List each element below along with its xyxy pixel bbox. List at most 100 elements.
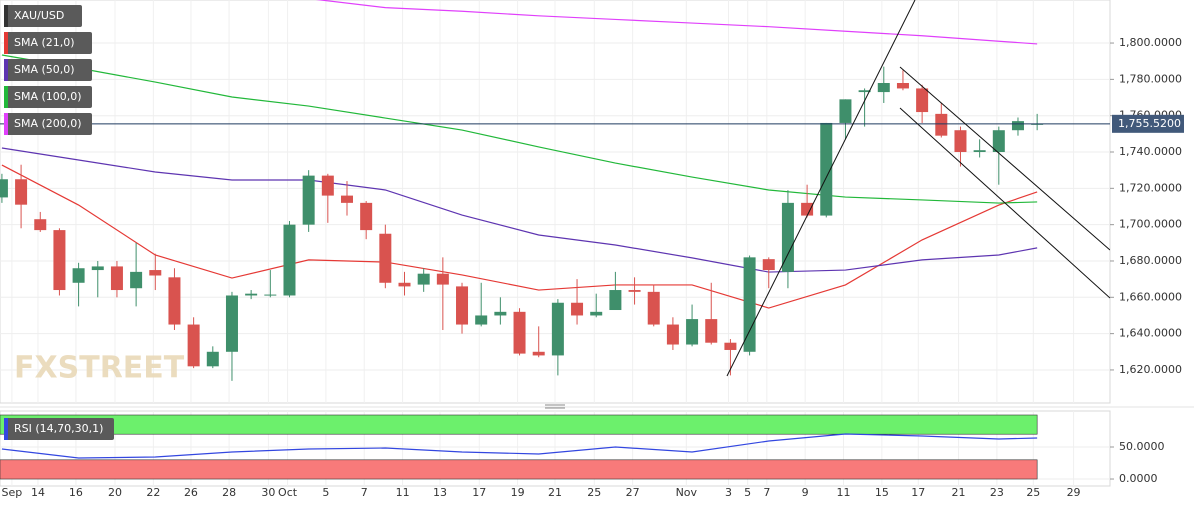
x-tick-label: 5	[322, 486, 329, 499]
candle-body	[513, 311, 526, 354]
candle-body	[686, 319, 699, 345]
candle-body	[551, 302, 564, 356]
x-tick-label: Nov	[676, 486, 698, 499]
rsi-marks	[0, 414, 1038, 480]
x-tick-label: 30	[261, 486, 275, 499]
trend-lines	[726, 0, 1110, 377]
x-tick-label: Oct	[278, 486, 298, 499]
candle-body	[360, 202, 373, 231]
candle-body	[149, 270, 162, 276]
channel-upper	[899, 66, 1110, 251]
candle-body	[225, 295, 238, 352]
candle-body	[436, 273, 449, 285]
x-tick-label: 15	[875, 486, 889, 499]
candle-body	[15, 179, 28, 205]
candle-body	[475, 315, 488, 325]
x-tick-label: 28	[222, 486, 236, 499]
candle-body	[187, 324, 200, 367]
y-tick-label: 1,640.0000	[1119, 327, 1182, 340]
candle-body	[724, 342, 737, 350]
sma-line	[1, 54, 1038, 204]
candle-body	[896, 82, 909, 89]
legend-swatch	[4, 5, 8, 27]
x-tick-label: 25	[587, 486, 601, 499]
candle-body	[130, 271, 143, 289]
x-tick-label: 27	[626, 486, 640, 499]
candle-body	[532, 351, 545, 356]
candle-body	[302, 175, 315, 225]
candle-body	[666, 324, 679, 345]
y-tick-label: 1,800.0000	[1119, 36, 1182, 49]
channel-lower	[899, 107, 1110, 299]
candle-body	[1011, 121, 1024, 131]
x-tick-label: 22	[146, 486, 160, 499]
legend-label: SMA (21,0)	[14, 36, 75, 49]
candle-body	[781, 202, 794, 272]
legend: XAU/USD SMA (21,0) SMA (50,0) SMA (100,0) SM…	[4, 5, 114, 440]
last-price-box	[1112, 114, 1184, 133]
candle-body	[110, 266, 123, 291]
candle-body	[801, 202, 814, 216]
candle-body	[877, 82, 890, 93]
legend-box	[4, 113, 92, 135]
candle-body	[72, 268, 85, 283]
x-tick-label: 29	[1067, 486, 1081, 499]
legend-label: SMA (200,0)	[14, 117, 82, 130]
rsi-oversold-zone	[0, 459, 1038, 480]
candle-body	[321, 175, 334, 196]
candle-body	[820, 122, 833, 216]
x-tick-label: 17	[472, 486, 486, 499]
candle-body	[762, 259, 775, 271]
candle-body	[954, 130, 967, 153]
rsi-legend-box	[4, 418, 114, 440]
x-tick-label: 7	[763, 486, 770, 499]
candle-body	[973, 150, 986, 153]
candle-body	[91, 266, 104, 271]
legend-label: XAU/USD	[14, 9, 64, 22]
x-tick-label: 26	[184, 486, 198, 499]
candle-body	[0, 179, 8, 198]
x-tick-label: 9	[802, 486, 809, 499]
x-tick-label: 13	[433, 486, 447, 499]
rsi-legend-label: RSI (14,70,30,1)	[14, 422, 103, 435]
watermark: FXSTREET	[14, 351, 185, 386]
x-tick-label: Sep	[2, 486, 23, 499]
rsi-y-tick-label: 0.0000	[1119, 472, 1158, 485]
candle-body	[839, 99, 852, 123]
candle-body	[705, 319, 718, 343]
rsi-y-tick-label: 50.0000	[1119, 440, 1165, 453]
x-tick-label: 14	[31, 486, 45, 499]
x-tick-label: 19	[511, 486, 525, 499]
x-tick-label: 5	[744, 486, 751, 499]
rsi-overbought-zone	[0, 414, 1038, 435]
x-tick-label: 17	[911, 486, 925, 499]
last-price-label: 1,755.5200	[1118, 117, 1181, 130]
candle-body	[379, 233, 392, 283]
x-tick-label: 16	[69, 486, 83, 499]
y-tick-label: 1,680.0000	[1119, 254, 1182, 267]
legend-box	[4, 59, 92, 81]
candle-body	[206, 351, 219, 367]
x-tick-label: 3	[725, 486, 732, 499]
sma-line	[1, 147, 1038, 273]
legend-label: SMA (50,0)	[14, 63, 75, 76]
legend-label: SMA (100,0)	[14, 90, 82, 103]
x-tick-label: 21	[952, 486, 966, 499]
candle-body	[168, 277, 181, 325]
y-tick-label: 1,700.0000	[1119, 218, 1182, 231]
candle-body	[628, 290, 641, 292]
trend-line	[726, 0, 916, 377]
candle-body	[494, 311, 507, 316]
candle-body	[743, 257, 756, 352]
candle-body	[264, 294, 277, 296]
divider-handle[interactable]	[545, 404, 565, 409]
legend-box	[4, 5, 82, 27]
x-tick-label: 20	[108, 486, 122, 499]
legend-swatch	[4, 113, 8, 135]
candle-body	[245, 293, 258, 296]
candle-body	[340, 195, 353, 203]
candle-body	[283, 224, 296, 296]
candle-body	[34, 219, 47, 231]
sma-line	[315, 0, 1038, 45]
legend-box	[4, 86, 92, 108]
